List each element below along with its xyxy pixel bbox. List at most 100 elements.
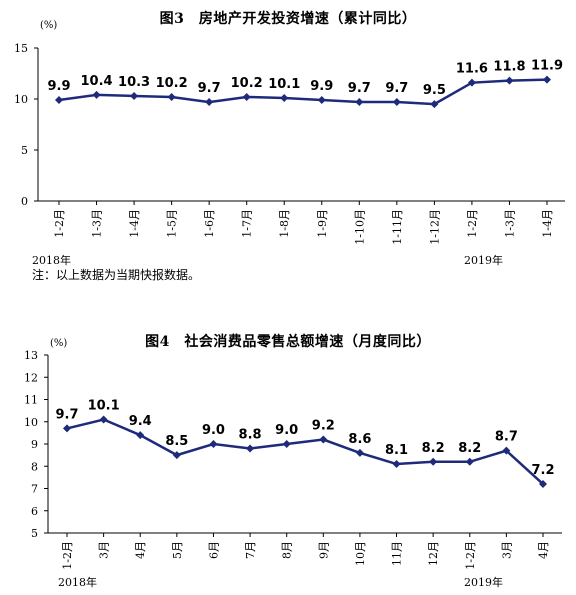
x-tick-label: 1-6月: [203, 209, 216, 238]
unit-label: (%): [40, 20, 57, 31]
data-label: 9.9: [47, 79, 70, 94]
x-tick-label: 1-2月: [464, 541, 477, 570]
x-tick-label: 1-4月: [128, 209, 141, 238]
chart1-svg: 0 5 10 15 (%) 1-2月 1-3月 1-4月 1-5月 1-6月 1-7月 1-8月 1-9…: [14, 20, 565, 267]
x-tick-label: 12月: [427, 541, 440, 566]
data-label: 7.2: [531, 463, 554, 478]
data-label: 9.7: [198, 81, 221, 96]
data-point: [209, 440, 218, 448]
data-label: 8.8: [239, 427, 262, 442]
x-tick-label: 1-11月: [391, 209, 404, 245]
x-tick-label: 6月: [207, 541, 220, 559]
data-point: [467, 78, 476, 87]
y-tick-label: 15: [14, 42, 28, 55]
x-tick-label: 1-4月: [541, 209, 554, 238]
x-tick-label: 3月: [98, 541, 111, 559]
x-tick-label: 1-7月: [241, 209, 254, 238]
data-label: 10.2: [156, 76, 188, 91]
x-tick-label: 1-8月: [278, 209, 291, 238]
data-point: [130, 91, 139, 100]
data-label: 9.4: [129, 414, 152, 429]
x-tick-label: 1-3月: [503, 209, 516, 238]
data-point: [246, 444, 255, 453]
x-tick-label: 10月: [354, 541, 367, 566]
data-point: [392, 98, 401, 107]
x-tick-label: 1-12月: [428, 209, 441, 245]
y-tick-label: 6: [31, 505, 38, 518]
chart2-title: 图4 社会消费品零售总额增速（月度同比）: [145, 334, 431, 350]
data-label: 11.9: [531, 59, 563, 74]
chart1-note: 注：以上数据为当期快报数据。: [32, 268, 201, 282]
data-point: [430, 100, 439, 109]
data-point: [429, 457, 438, 466]
data-point: [136, 431, 145, 440]
data-label: 10.4: [80, 74, 112, 89]
x-tick-label: 5月: [171, 541, 184, 559]
data-point: [92, 90, 101, 99]
x-tick-label: 4月: [537, 541, 550, 559]
data-label: 8.6: [348, 432, 371, 447]
data-label: 10.1: [88, 399, 120, 414]
x-tick-label: 1-2月: [61, 541, 74, 570]
data-point: [355, 98, 364, 107]
data-label: 9.9: [310, 79, 333, 94]
y-tick-label: 0: [21, 195, 28, 208]
unit-label: (%): [50, 338, 67, 349]
data-point: [317, 96, 326, 105]
data-label: 9.7: [385, 81, 408, 96]
y-tick-label: 12: [24, 371, 38, 384]
data-point: [99, 415, 108, 424]
y-tick-label: 5: [21, 144, 28, 157]
data-label: 8.5: [165, 434, 188, 449]
y-tick-label: 9: [31, 438, 38, 451]
data-label: 8.2: [422, 441, 445, 456]
x-tick-label: 11月: [391, 541, 404, 566]
y-tick-label: 10: [24, 416, 38, 429]
data-label: 8.1: [385, 443, 408, 458]
data-point: [505, 76, 514, 85]
y-tick-label: 5: [31, 527, 38, 540]
y-tick-label: 10: [14, 93, 28, 106]
year-label-2019: 2019年: [464, 575, 503, 589]
data-label: 9.7: [55, 407, 78, 422]
x-tick-label: 1-2月: [466, 209, 479, 238]
x-tick-label: 1-3月: [91, 209, 104, 238]
data-label: 10.3: [118, 75, 150, 90]
chart1-title: 图3 房地产开发投资增速（累计同比）: [159, 11, 417, 27]
x-tick-label: 9月: [317, 541, 330, 559]
data-point: [543, 75, 551, 84]
data-label: 8.2: [458, 441, 481, 456]
data-point: [539, 480, 547, 489]
data-label: 11.8: [493, 60, 525, 75]
data-label: 11.6: [456, 62, 488, 77]
data-point: [465, 457, 474, 466]
y-tick-label: 7: [31, 483, 38, 496]
data-point: [205, 98, 214, 107]
data-label: 9.0: [275, 423, 298, 438]
data-label: 10.2: [231, 76, 263, 91]
data-point: [55, 96, 63, 105]
y-tick-label: 11: [24, 394, 38, 407]
data-point: [280, 93, 289, 102]
year-label-2019: 2019年: [464, 253, 503, 267]
x-tick-label: 1-2月: [53, 209, 66, 238]
series-line: [58, 78, 548, 106]
x-tick-label: 7月: [244, 541, 257, 559]
year-label-2018: 2018年: [32, 253, 71, 267]
data-point: [282, 440, 291, 448]
data-point: [355, 448, 364, 457]
data-label: 9.0: [202, 423, 225, 438]
series-line: [66, 418, 544, 485]
data-point: [392, 460, 401, 469]
x-tick-label: 8月: [281, 541, 294, 559]
data-label: 10.1: [268, 77, 300, 92]
x-tick-label: 4月: [134, 541, 147, 559]
data-label: 8.7: [495, 430, 518, 445]
data-point: [167, 92, 176, 101]
data-label: 9.5: [423, 83, 446, 98]
x-tick-label: 1-10月: [353, 209, 366, 245]
data-point: [242, 92, 251, 101]
data-point: [172, 451, 181, 460]
x-tick-label: 3月: [500, 541, 513, 559]
